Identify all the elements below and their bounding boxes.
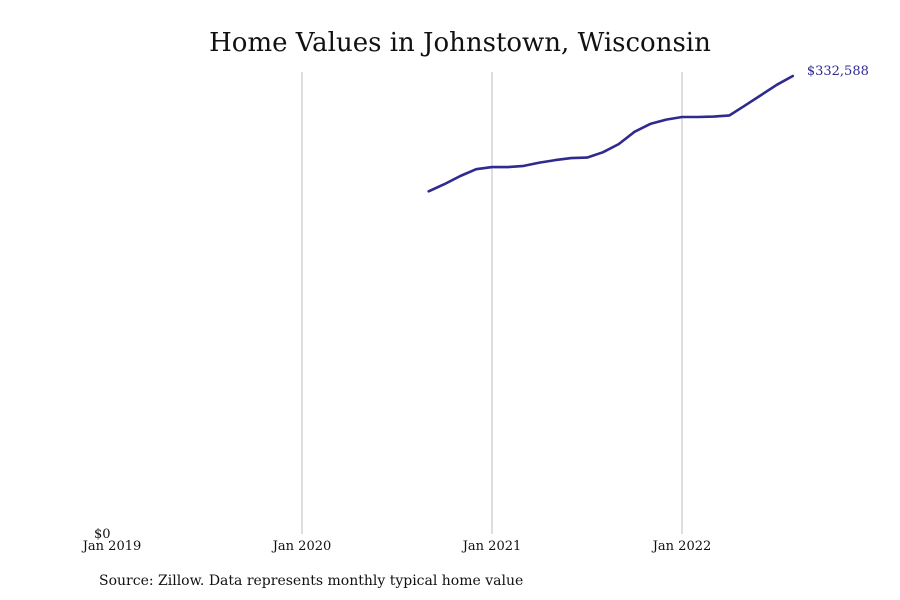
axis-labels: Jan 2019 Jan 2020 Jan 2021 Jan 2022 $0 — [81, 527, 712, 554]
series-line — [427, 74, 795, 193]
last-value-label: $332,588 — [807, 64, 869, 79]
x-tick-label: Jan 2021 — [461, 539, 522, 554]
series-layer — [427, 74, 795, 193]
x-tick-label: Jan 2020 — [271, 539, 332, 554]
x-tick-label: Jan 2022 — [651, 539, 712, 554]
data-label-layer: $332,588 — [807, 64, 869, 79]
x-tick-label: Jan 2019 — [81, 539, 142, 554]
y-tick-label: $0 — [94, 527, 111, 542]
source-note: Source: Zillow. Data represents monthly … — [99, 573, 524, 589]
chart-title: Home Values in Johnstown, Wisconsin — [209, 28, 711, 58]
grid-lines — [301, 72, 683, 534]
